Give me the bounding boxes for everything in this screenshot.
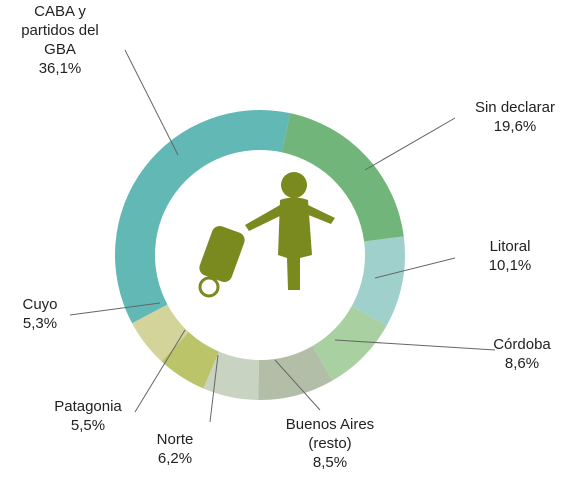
leader-line [209,354,219,423]
slice [258,345,333,400]
traveler-icon [198,172,335,298]
leader-line [274,359,321,411]
leader-line [134,329,186,413]
value-label: 36,1% [38,60,82,77]
value-label: 19,6% [493,118,537,135]
value-label: 8,6% [504,355,540,372]
category-label: Sin declarar [474,99,556,116]
value-label: 5,3% [22,315,58,332]
category-label: Litoral [489,238,531,255]
slice [351,236,405,326]
slice-label: Buenos Aires (resto) 8,5% [265,415,395,472]
slice-label: Norte 6,2% [135,430,215,468]
leader-line [364,117,456,171]
category-label: Patagonia [54,398,122,415]
slice [281,113,404,242]
value-label: 10,1% [488,257,532,274]
slice [114,109,291,324]
leader-lines [69,49,496,423]
category-label: Cuyo [22,296,58,313]
slice [161,332,219,389]
leader-line [334,339,496,351]
slice-label: Cuyo 5,3% [0,295,80,333]
slice-label: CABA y partidos del GBA 36,1% [10,2,110,78]
leader-line [69,302,161,316]
category-label: CABA y partidos del GBA [21,3,99,58]
leader-line [374,257,456,279]
value-label: 6,2% [157,450,193,467]
leader-line [124,49,179,156]
value-label: 5,5% [70,417,106,434]
category-label: Buenos Aires (resto) [285,416,375,452]
slice-label: Litoral 10,1% [460,237,560,275]
slice-label: Patagonia 5,5% [38,397,138,435]
slice-label: Sin declarar 19,6% [455,98,566,136]
slice-label: Córdoba 8,6% [472,335,566,373]
category-label: Córdoba [493,336,551,353]
value-label: 8,5% [312,454,348,471]
category-label: Norte [156,431,194,448]
slice [312,305,387,381]
